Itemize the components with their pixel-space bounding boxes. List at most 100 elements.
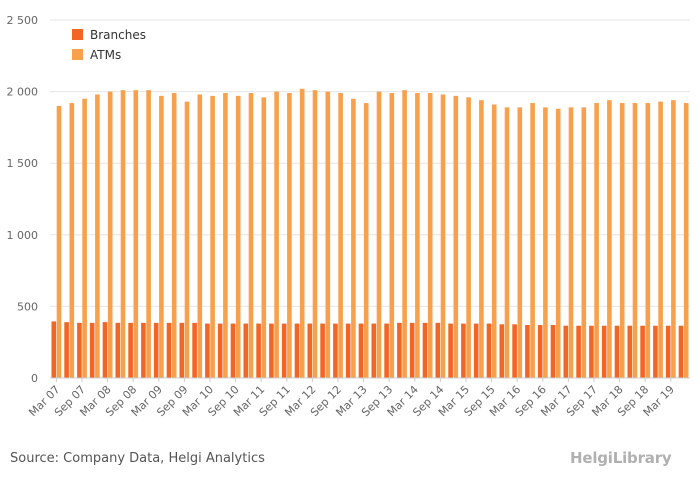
grid-lines [50,19,690,307]
bar-atms [389,93,395,379]
bar-branches [192,322,197,378]
legend: Branches ATMs [72,28,146,62]
bar-branches [627,325,633,378]
y-tick-label: 0 [31,372,38,385]
bar-branches [409,322,415,378]
bar-branches [486,323,492,378]
bar-atms [632,103,638,378]
bar-branches [589,325,594,378]
bar-atms [351,98,356,378]
bar-branches [89,322,95,378]
bar-branches [128,322,133,378]
bar-atms [338,93,343,379]
bar-branches [153,322,159,378]
bar-branches [141,322,146,378]
bar-branches [461,323,466,378]
bar-branches [281,323,287,378]
bar-atms [363,103,369,378]
bar-atms [184,101,190,379]
bar-atms [133,90,139,378]
bar-atms [248,93,254,379]
bar-atms [159,95,164,379]
bar-branches [640,325,645,378]
bar-atms [235,95,241,379]
bar-atms [607,100,612,378]
bar-atms [504,107,510,379]
y-tick-label: 500 [17,300,38,313]
bar-branches [243,323,249,378]
bar-branches [358,323,364,378]
bar-branches [653,325,658,378]
bar-atms [415,93,420,379]
bar-atms [82,98,87,378]
bar-branches [563,325,569,378]
legend-label-atms: ATMs [90,48,121,62]
legend-swatch-atms [72,49,83,60]
y-tick-label: 2 000 [7,86,39,99]
bar-atms [440,94,446,379]
bar-atms [453,95,459,379]
bar-branches [576,325,581,378]
bar-branches [205,323,210,378]
bar-atms [312,90,318,378]
bar-atms [491,104,497,378]
bar-atms [479,100,484,378]
bar-atms [299,88,305,379]
bar-branches [102,322,108,378]
bar-atms [671,100,676,378]
bar-branches [665,325,671,378]
bar-branches [371,323,377,378]
y-tick-label: 2 500 [7,14,39,27]
bar-atms [171,93,177,379]
legend-label-branches: Branches [90,28,146,42]
y-tick-label: 1 500 [7,157,39,170]
bar-branches [256,323,261,378]
bar-branches [269,323,274,378]
legend-swatch-branches [72,29,83,40]
bar-atms [146,90,151,378]
bar-branches [397,322,402,378]
bar-branches [115,322,121,378]
bar-branches [217,323,223,378]
bar-atms [683,103,689,378]
bar-atms [325,91,331,378]
bar-atms [261,97,267,378]
y-axis-ticks: 0 500 1 000 1 500 2 000 2 500 [7,14,39,385]
bar-branches [525,325,530,378]
bar-atms [543,107,548,379]
bar-branches [294,323,300,378]
bar-branches [601,325,607,378]
bar-atms [223,93,228,379]
bar-atms [95,94,100,379]
bar-branches [230,323,236,378]
bar-atms [645,103,651,378]
bar-atms [287,93,292,379]
bar-atms [274,91,279,378]
bar-branches [678,325,684,378]
bar-atms [402,90,407,378]
bar-branches [499,324,505,378]
bar-branches [422,322,428,378]
helgi-library-logo: HelgiLibrary [570,449,672,467]
bar-atms [427,93,433,379]
bar-atms [619,103,625,378]
bar-atms [120,90,126,378]
bar-branches [166,322,172,378]
bar-branches [550,325,556,378]
bar-branches [179,322,185,378]
bar-atms [466,97,471,378]
bar-branches [537,325,543,378]
bar-branches [64,322,69,378]
bar-atms [517,107,523,379]
bar-branches [448,323,453,378]
bar-atms [594,103,599,378]
bar-atms [658,101,663,379]
bar-atms [555,108,561,378]
y-tick-label: 1 000 [7,229,39,242]
bar-atms [210,95,215,379]
bar-atms [197,94,203,379]
bar-atms [568,107,574,379]
source-note: Source: Company Data, Helgi Analytics [10,451,265,466]
bar-branches [473,323,479,378]
